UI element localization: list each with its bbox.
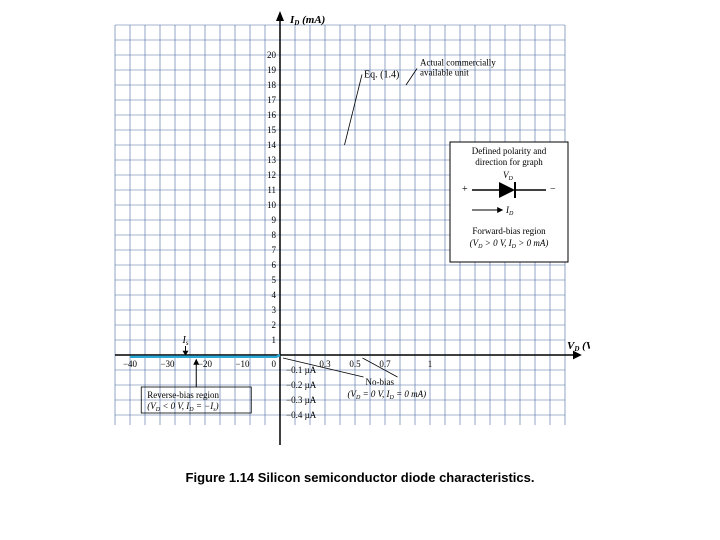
svg-text:Is: Is <box>182 335 189 347</box>
y-axis-label: ID (mA) <box>289 14 325 27</box>
x-pos-tick-labels: 0.3 0.5 0.7 1 <box>319 359 432 369</box>
x-neg-tick-labels: −40 −30 −20 −10 <box>123 359 250 369</box>
figure-caption: Figure 1.14 Silicon semiconductor diode … <box>0 470 720 485</box>
y-neg-tick-labels: −0.1 µA −0.2 µA −0.3 µA −0.4 µA <box>286 365 317 420</box>
svg-text:17: 17 <box>267 95 277 105</box>
svg-text:12: 12 <box>267 170 276 180</box>
svg-text:−0.3 µA: −0.3 µA <box>286 395 317 405</box>
svg-text:Eq. (1.4): Eq. (1.4) <box>364 70 399 81</box>
svg-text:8: 8 <box>272 230 277 240</box>
svg-text:5: 5 <box>272 275 277 285</box>
svg-text:16: 16 <box>267 110 277 120</box>
svg-text:−10: −10 <box>235 359 250 369</box>
svg-text:4: 4 <box>272 290 277 300</box>
svg-text:available unit: available unit <box>420 68 469 78</box>
svg-text:13: 13 <box>267 155 277 165</box>
svg-text:−30: −30 <box>160 359 175 369</box>
is-annotation: Is <box>182 335 189 356</box>
svg-text:20: 20 <box>267 50 277 60</box>
svg-text:Defined polarity and: Defined polarity and <box>472 146 547 156</box>
svg-text:15: 15 <box>267 125 277 135</box>
svg-text:Actual commercially: Actual commercially <box>420 58 496 68</box>
diode-polarity-box: Defined polarity and direction for graph… <box>450 142 568 262</box>
svg-text:0.3: 0.3 <box>319 359 331 369</box>
svg-text:VD (V): VD (V) <box>567 340 590 353</box>
svg-text:−0.1 µA: −0.1 µA <box>286 365 317 375</box>
svg-text:(VD < 0 V, ID = −Is): (VD < 0 V, ID = −Is) <box>147 401 218 413</box>
svg-text:+: + <box>462 184 468 195</box>
svg-text:3: 3 <box>272 305 277 315</box>
svg-text:14: 14 <box>267 140 277 150</box>
svg-text:−0.4 µA: −0.4 µA <box>286 410 317 420</box>
origin-label: 0 <box>272 359 277 369</box>
svg-text:9: 9 <box>272 215 277 225</box>
svg-text:6: 6 <box>272 260 277 270</box>
svg-text:−: − <box>550 184 556 195</box>
svg-text:No-bias: No-bias <box>366 377 395 387</box>
svg-text:1: 1 <box>272 335 277 345</box>
eq-annotation: Eq. (1.4) <box>345 70 400 146</box>
svg-text:11: 11 <box>267 185 276 195</box>
diode-iv-chart: 1234567891011121314151617181920 −40−30−2… <box>110 10 590 460</box>
x-axis-label: VD (V) <box>567 340 590 353</box>
svg-text:1: 1 <box>428 359 433 369</box>
svg-text:10: 10 <box>267 200 277 210</box>
svg-text:18: 18 <box>267 80 277 90</box>
svg-text:Forward-bias region: Forward-bias region <box>472 226 546 236</box>
svg-text:−20: −20 <box>198 359 213 369</box>
svg-text:(VD = 0 V, ID = 0 mA): (VD = 0 V, ID = 0 mA) <box>348 389 427 401</box>
y-tick-labels: 1234567891011121314151617181920 <box>267 50 277 345</box>
svg-text:−0.2 µA: −0.2 µA <box>286 380 317 390</box>
svg-text:0.7: 0.7 <box>379 359 391 369</box>
svg-text:0.5: 0.5 <box>349 359 361 369</box>
svg-text:ID (mA): ID (mA) <box>289 14 325 27</box>
svg-text:2: 2 <box>272 320 277 330</box>
actual-unit-annotation: Actual commercially available unit <box>406 58 496 86</box>
svg-text:−40: −40 <box>123 359 138 369</box>
svg-text:7: 7 <box>272 245 277 255</box>
svg-text:19: 19 <box>267 65 277 75</box>
svg-text:Reverse-bias region: Reverse-bias region <box>147 390 219 400</box>
svg-text:direction for graph: direction for graph <box>475 157 543 167</box>
